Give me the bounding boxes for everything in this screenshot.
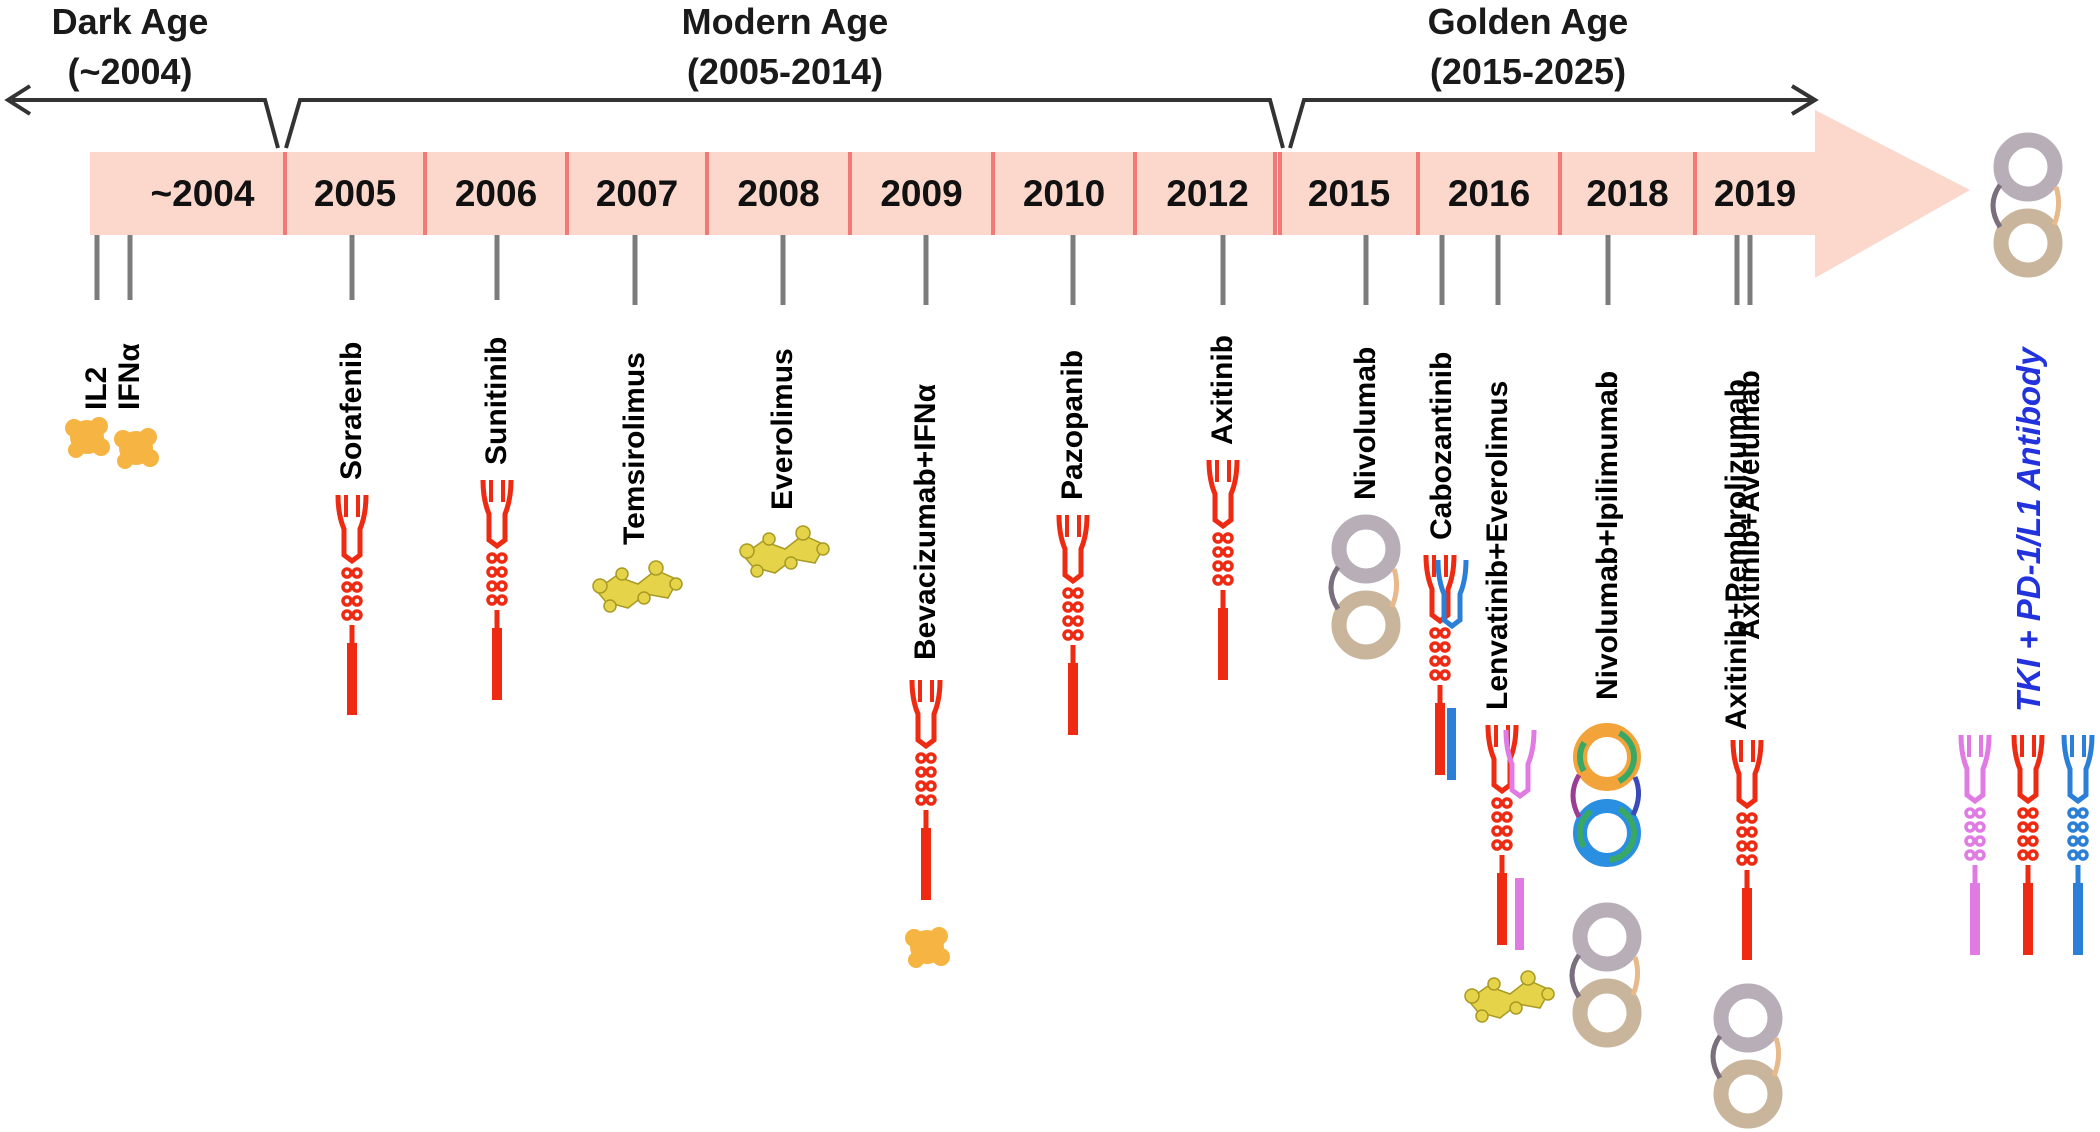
year-label: 2012: [1166, 173, 1249, 214]
drug-label: Nivolumab+Ipilimumab: [1591, 370, 1624, 700]
year-divider: [565, 152, 569, 235]
year-divider: [1278, 152, 1282, 235]
year-divider: [1693, 152, 1697, 235]
drug-stem: [494, 235, 500, 300]
drug-label: IFNα: [113, 343, 146, 410]
year-label: 2018: [1586, 173, 1669, 214]
era-brackets: [4, 84, 1819, 149]
year-label: 2016: [1447, 173, 1531, 214]
year-label: ~2004: [150, 173, 255, 214]
future-tki-icon: [2011, 734, 2045, 955]
year-label: 2006: [454, 173, 538, 214]
drug-label: Lenvatinib+Everolimus: [1481, 380, 1514, 710]
drug-stem: [127, 235, 133, 300]
drug-icon-tki-red: [1059, 515, 1087, 735]
drug-icon-cyto: [114, 428, 159, 469]
drug-stem: [1605, 235, 1611, 305]
drug-stem: [94, 235, 100, 300]
future-tki-icon: [1958, 734, 1992, 955]
timeline-band: [90, 110, 1970, 278]
era-title: Modern Age: [681, 1, 889, 42]
drug-icon-ab: [1572, 910, 1638, 1040]
era-range: (~2004): [67, 51, 193, 92]
drug-label: Nivolumab: [1349, 346, 1382, 500]
drug-label: Temsirolimus: [618, 352, 651, 545]
drug-stem: [1439, 235, 1445, 305]
year-divider: [848, 152, 852, 235]
drug-label: Axitinib: [1206, 335, 1239, 445]
era-range: (2005-2014): [686, 51, 884, 92]
year-label: 2005: [313, 173, 397, 214]
drug-icon-mtor: [1464, 970, 1555, 1023]
drug-icon-tki-red: [912, 680, 940, 900]
drug-icon-tki-red: [1209, 460, 1237, 680]
year-label: 2009: [880, 173, 963, 214]
drug-label: Cabozantinib: [1425, 351, 1458, 540]
year-label: 2019: [1713, 173, 1797, 214]
drug-stem: [1734, 235, 1740, 305]
drug-label: Axitinib+Avelumab: [1733, 370, 1766, 640]
future-tki-icon: [2061, 734, 2095, 955]
era-title: Dark Age: [51, 1, 209, 42]
drug-label: Everolimus: [766, 348, 799, 510]
future-combination-label: TKI + PD-1/L1 Antibody: [2010, 347, 2047, 712]
drug-icon-ab: [1713, 991, 1779, 1121]
drug-icon-tki-pink: [1503, 729, 1537, 950]
drug-stem: [780, 235, 786, 305]
drug-label: Sorafenib: [335, 341, 368, 480]
drug-icon-tki-red: [338, 495, 366, 715]
era-title: Golden Age: [1427, 1, 1629, 42]
year-label: 2015: [1307, 173, 1391, 214]
drug-stem: [1363, 235, 1369, 305]
drug-label: IL2: [80, 366, 113, 410]
drug-icon-ab: [1331, 522, 1397, 652]
drug-label: Bevacizumab+IFNα: [909, 383, 942, 660]
year-label: 2007: [595, 173, 679, 214]
year-divider: [1416, 152, 1420, 235]
drug-icon-mtor: [739, 525, 830, 578]
year-divider: [1133, 152, 1137, 235]
drug-stem: [923, 235, 929, 305]
drug-stem: [1495, 235, 1501, 305]
drug-icon-ab-color: [1573, 730, 1639, 860]
year-divider: [991, 152, 995, 235]
era-range: (2015-2025): [1429, 51, 1627, 92]
drug-stem: [632, 235, 638, 305]
drug-stem: [1747, 235, 1753, 305]
year-divider: [283, 152, 287, 235]
drug-stem: [1220, 235, 1226, 305]
year-divider: [705, 152, 709, 235]
drug-icon-cyto: [905, 927, 950, 968]
drug-label: Sunitinib: [480, 336, 513, 465]
year-label: 2010: [1022, 173, 1106, 214]
drug-icon-cyto: [65, 417, 110, 458]
future-antibody-icon: [1993, 140, 2059, 270]
drug-icon-mtor: [592, 560, 683, 613]
year-label: 2008: [737, 173, 820, 214]
drug-stem: [1070, 235, 1076, 305]
drug-stem: [349, 235, 355, 300]
drug-icon-tki-red: [1733, 740, 1761, 960]
year-divider: [423, 152, 427, 235]
drug-icon-tki-red: [483, 480, 511, 700]
year-divider: [1558, 152, 1562, 235]
drug-icon-tki-blue: [1435, 559, 1469, 780]
drug-label: Pazopanib: [1056, 349, 1089, 500]
